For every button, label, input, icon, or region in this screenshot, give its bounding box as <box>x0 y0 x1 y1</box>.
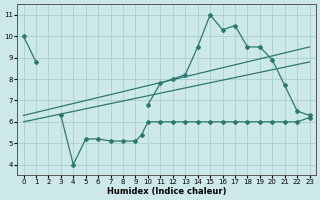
X-axis label: Humidex (Indice chaleur): Humidex (Indice chaleur) <box>107 187 226 196</box>
